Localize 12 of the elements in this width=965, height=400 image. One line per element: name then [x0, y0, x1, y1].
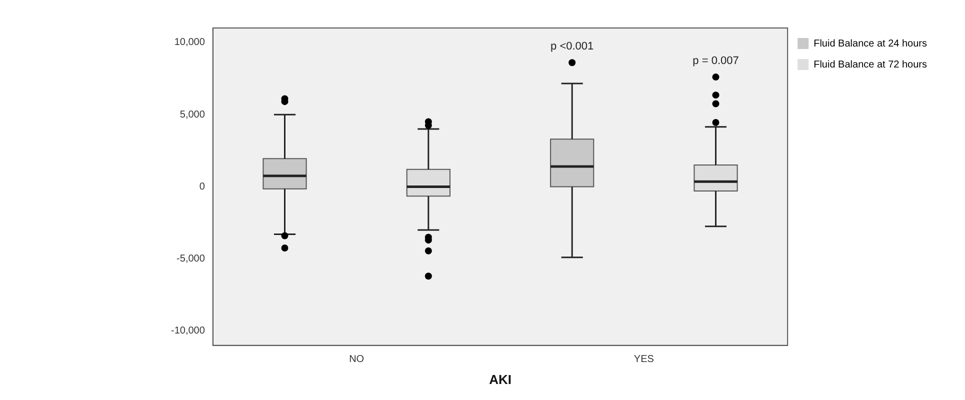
- y-tick-label: 10,000: [174, 37, 206, 48]
- y-tick-label: 0: [199, 181, 206, 192]
- x-tick-label: NO: [349, 354, 364, 366]
- legend-label: Fluid Balance at 72 hours: [814, 59, 928, 70]
- x-axis-title: AKI: [489, 372, 512, 387]
- y-tick-label: -10,000: [170, 326, 206, 337]
- y-tick-label: -5,000: [176, 254, 206, 265]
- annotation: p <0.001: [550, 40, 594, 53]
- legend-label: Fluid Balance at 24 hours: [814, 38, 928, 50]
- x-tick-label: YES: [634, 354, 654, 366]
- y-tick-label: 5,000: [180, 109, 206, 120]
- annotation: p = 0.007: [692, 55, 739, 68]
